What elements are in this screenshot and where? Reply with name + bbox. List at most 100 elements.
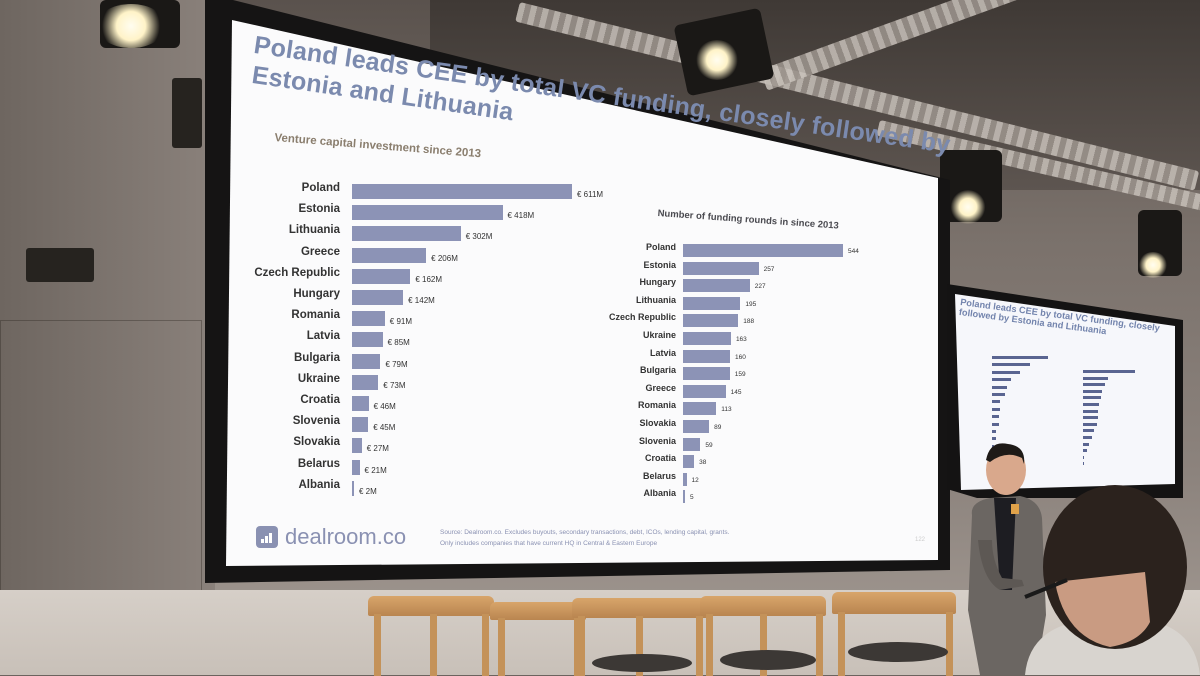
vc-label: Czech Republic xyxy=(254,266,340,279)
side-rounds-bar xyxy=(1083,409,1099,413)
vc-value: € 91M xyxy=(389,317,412,327)
side-vc-bar xyxy=(992,415,1000,419)
side-rounds-bar xyxy=(1083,383,1105,387)
light-glow xyxy=(695,40,739,80)
vc-value: € 611M xyxy=(577,190,604,199)
side-vc-bar xyxy=(992,378,1011,382)
rounds-value: 59 xyxy=(705,441,713,449)
rounds-bar xyxy=(683,314,739,328)
side-rounds-bar xyxy=(1083,389,1102,393)
vc-bar xyxy=(352,374,379,390)
vc-label: Croatia xyxy=(300,394,340,406)
vc-bar xyxy=(352,226,461,242)
vc-bar xyxy=(352,417,369,433)
vc-bar xyxy=(352,332,383,348)
rounds-label: Romania xyxy=(637,400,676,411)
wooden-chair xyxy=(490,602,590,676)
dealroom-logo-icon xyxy=(256,526,278,548)
rounds-value: 188 xyxy=(743,318,755,326)
side-rounds-bar xyxy=(1083,462,1084,466)
rounds-value: 89 xyxy=(714,424,722,431)
light-glow xyxy=(96,4,166,48)
side-rounds-bar xyxy=(1083,449,1087,453)
light-glow xyxy=(950,190,986,224)
source-note-line2: Only includes companies that have curren… xyxy=(440,540,658,547)
audience-person xyxy=(1024,485,1200,675)
vc-bar xyxy=(352,311,385,327)
vc-bar xyxy=(352,396,369,411)
rounds-bar xyxy=(683,490,685,504)
rounds-value: 145 xyxy=(730,388,742,396)
vc-bar xyxy=(352,290,404,305)
side-rounds-bar xyxy=(1083,396,1101,400)
rounds-value: 160 xyxy=(735,353,746,361)
vc-bar xyxy=(352,353,381,369)
vc-label: Latvia xyxy=(306,330,340,343)
light-glow xyxy=(1138,252,1168,278)
side-vc-bar xyxy=(992,422,999,426)
rounds-value: 159 xyxy=(734,371,746,379)
speaker-person xyxy=(968,443,1046,675)
rounds-value: 38 xyxy=(699,459,707,467)
rounds-label: Hungary xyxy=(639,277,676,288)
vc-value: € 27M xyxy=(366,444,389,454)
vc-value: € 73M xyxy=(383,380,406,390)
side-vc-bar xyxy=(992,400,1001,404)
vc-label: Lithuania xyxy=(288,224,340,237)
rounds-bar xyxy=(683,244,843,257)
vc-value: € 45M xyxy=(373,423,396,433)
rounds-label: Poland xyxy=(645,242,676,252)
side-rounds-bar xyxy=(1083,455,1085,459)
vc-label: Poland xyxy=(301,182,340,194)
wooden-chair xyxy=(368,596,498,676)
side-rounds-bar xyxy=(1083,416,1099,420)
source-note-line1: Source: Dealroom.co. Excludes buyouts, s… xyxy=(440,529,730,536)
slide-page-number: 122 xyxy=(915,537,926,543)
vc-label: Estonia xyxy=(298,203,340,216)
side-rounds-bar xyxy=(1083,403,1099,406)
rounds-label: Ukraine xyxy=(642,330,676,340)
vc-value: € 418M xyxy=(507,211,535,221)
vc-bar xyxy=(352,268,411,284)
wall-speaker xyxy=(26,248,94,282)
wall-camera xyxy=(172,78,202,148)
side-vc-bar xyxy=(992,356,1048,359)
rounds-value: 5 xyxy=(690,494,694,502)
side-vc-bar xyxy=(992,370,1020,374)
side-rounds-bar xyxy=(1083,422,1097,426)
side-vc-bar xyxy=(992,363,1031,367)
rounds-label: Estonia xyxy=(643,259,676,270)
vc-value: € 2M xyxy=(359,486,377,496)
side-rounds-bar xyxy=(1083,370,1135,373)
rounds-value: 113 xyxy=(721,406,732,414)
vc-value: € 302M xyxy=(465,232,493,242)
vc-label: Belarus xyxy=(297,457,340,470)
side-vc-bar xyxy=(992,385,1007,389)
rounds-label: Albania xyxy=(643,488,676,499)
rounds-label: Croatia xyxy=(644,453,676,464)
rounds-bar xyxy=(683,402,717,416)
vc-bar xyxy=(352,247,427,263)
vc-value: € 79M xyxy=(385,359,408,369)
wooden-chair xyxy=(700,596,830,676)
vc-value: € 46M xyxy=(373,402,396,411)
vc-bar xyxy=(352,184,572,199)
vc-label: Albania xyxy=(298,478,340,491)
side-vc-bar xyxy=(992,393,1005,396)
rounds-bar xyxy=(683,437,701,451)
rounds-bar xyxy=(683,279,750,293)
wall-panel xyxy=(0,320,202,592)
dealroom-logo-text: dealroom.co xyxy=(285,524,407,549)
vc-label: Slovenia xyxy=(292,415,340,428)
vc-value: € 142M xyxy=(408,296,435,305)
side-vc-bar xyxy=(992,437,997,441)
rounds-value: 257 xyxy=(763,265,775,273)
rounds-label: Slovenia xyxy=(638,435,676,446)
side-vc-bar xyxy=(992,407,1000,411)
vc-bar xyxy=(352,438,362,454)
rounds-bar xyxy=(683,332,731,345)
side-rounds-bar xyxy=(1083,429,1094,433)
rounds-bar xyxy=(683,472,687,486)
rounds-label: Latvia xyxy=(649,347,676,358)
rounds-label: Czech Republic xyxy=(608,312,676,323)
